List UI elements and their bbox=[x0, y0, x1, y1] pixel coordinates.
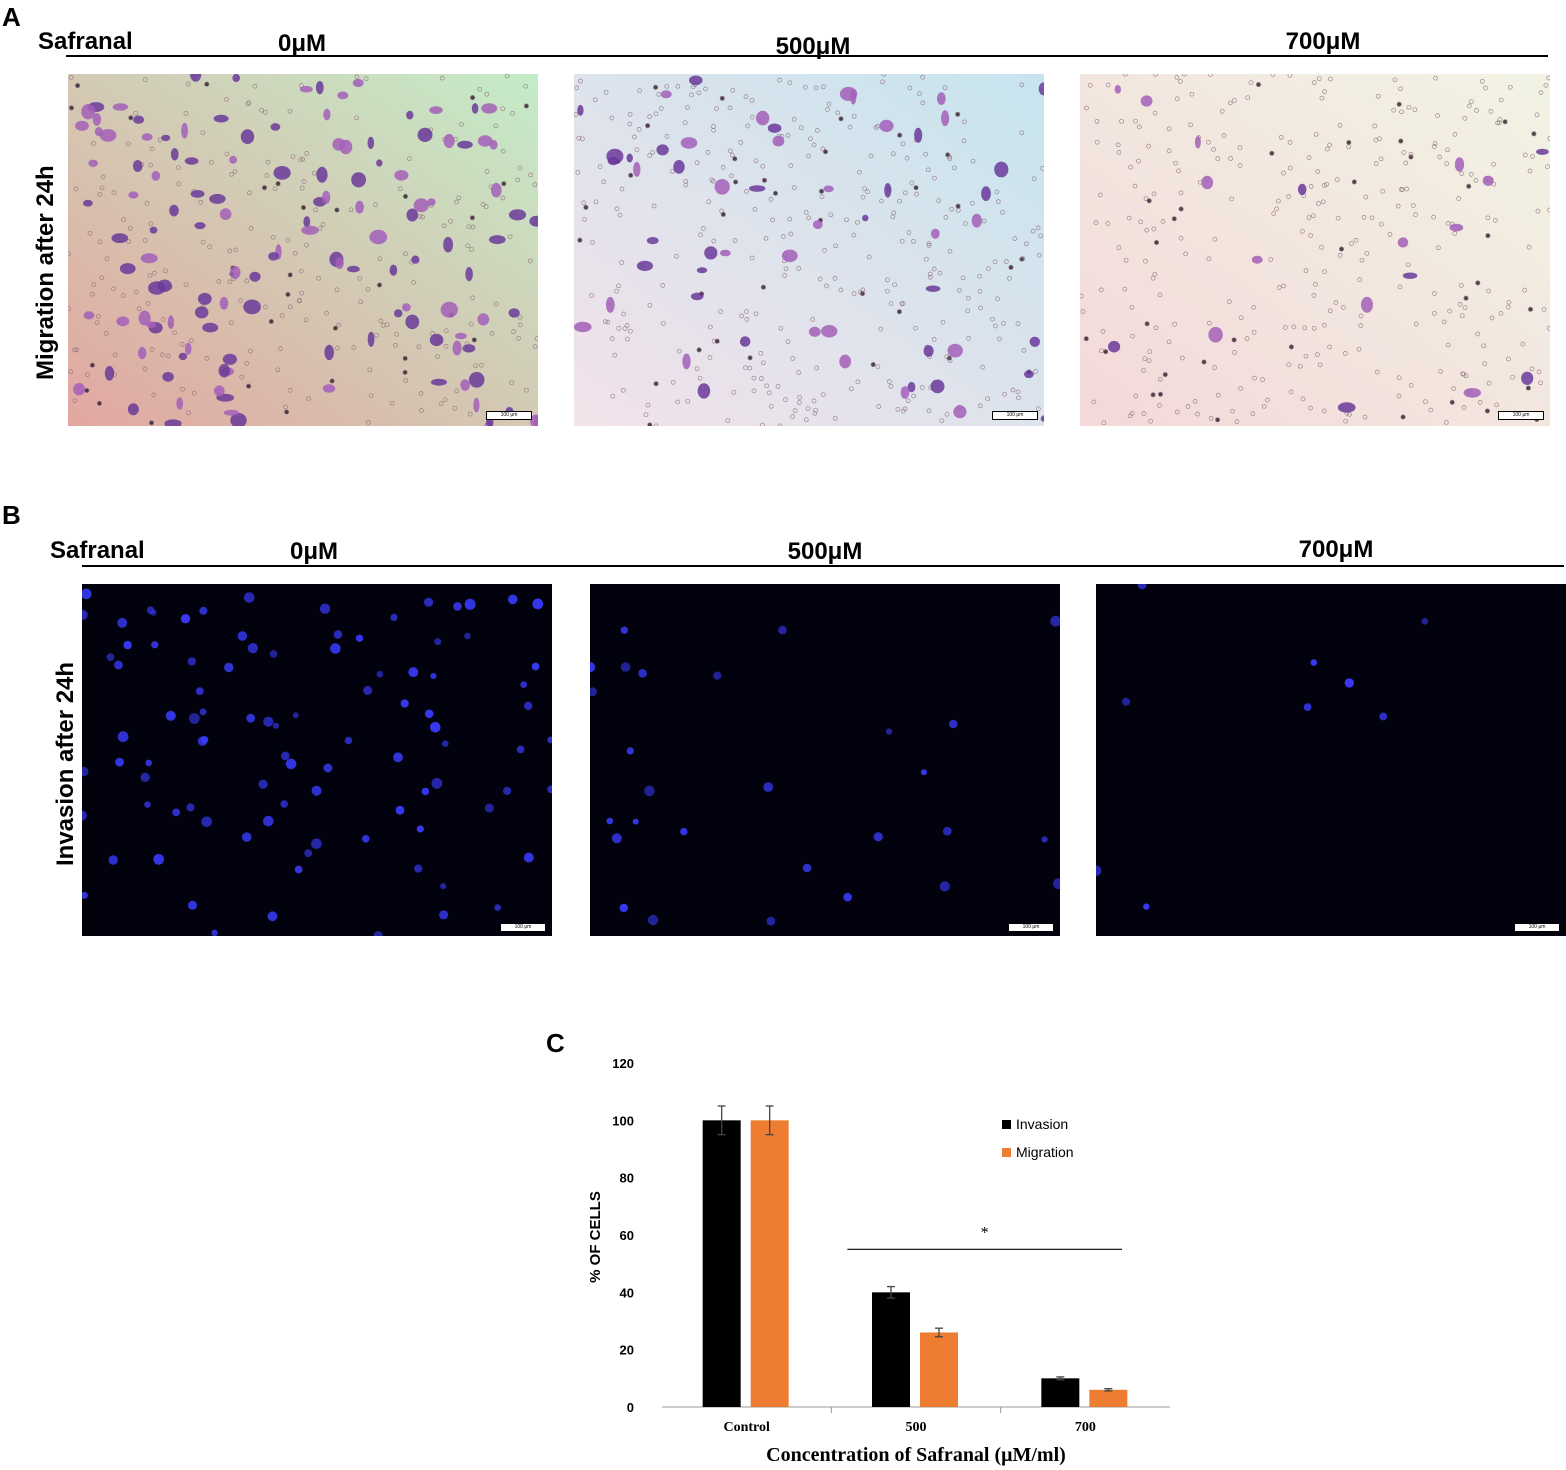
x-tick-label: 500 bbox=[906, 1420, 927, 1435]
scale-bar: 100 μm bbox=[992, 411, 1038, 420]
panel-a-treatment-label: Safranal bbox=[38, 28, 133, 55]
invasion-image-0um: 100 μm bbox=[82, 584, 552, 936]
legend-label-invasion: Invasion bbox=[1016, 1116, 1069, 1132]
scale-bar: 100 μm bbox=[1514, 923, 1560, 932]
y-axis-label: % OF CELLS bbox=[587, 1191, 604, 1283]
panel-b-conc-0: 0μM bbox=[289, 538, 339, 565]
bar-migration-700 bbox=[1089, 1389, 1128, 1407]
bar-invasion-control bbox=[702, 1120, 741, 1407]
panel-b-conc-700: 700μM bbox=[1298, 536, 1374, 563]
panel-a-conc-700: 700μM bbox=[1285, 28, 1361, 55]
panel-b-treatment-label: Safranal bbox=[50, 537, 145, 564]
y-tick-label: 80 bbox=[620, 1171, 634, 1186]
significance-star: * bbox=[981, 1224, 989, 1241]
panel-b-divider bbox=[82, 565, 1564, 567]
bar-chart: % OF CELLS 0 20 40 60 80 100 120 Control 500 700 Co… bbox=[587, 1056, 1170, 1466]
chart-legend: Invasion Migration bbox=[1002, 1116, 1074, 1160]
x-tick-label: Control bbox=[723, 1420, 770, 1435]
legend-swatch-migration bbox=[1002, 1147, 1011, 1157]
y-tick-label: 0 bbox=[627, 1400, 634, 1415]
bar-invasion-700 bbox=[1041, 1378, 1080, 1407]
scale-bar: 100 μm bbox=[486, 411, 532, 420]
legend-label-migration: Migration bbox=[1016, 1144, 1074, 1160]
invasion-image-700um: 100 μm bbox=[1096, 584, 1566, 936]
scale-bar: 100 μm bbox=[500, 923, 546, 932]
panel-c-letter: C bbox=[546, 1028, 565, 1058]
x-tick-label: 700 bbox=[1075, 1420, 1096, 1435]
panel-a-divider bbox=[66, 55, 1548, 57]
panel-b-letter: B bbox=[2, 500, 21, 530]
legend-item-invasion: Invasion bbox=[1002, 1116, 1074, 1132]
migration-image-0um: 100 μm bbox=[68, 74, 538, 426]
panel-a-letter: A bbox=[2, 2, 21, 32]
panel-b-conc-500: 500μM bbox=[787, 538, 863, 565]
legend-item-migration: Migration bbox=[1002, 1144, 1074, 1160]
scale-bar: 100 μm bbox=[1008, 923, 1054, 932]
panel-a-row-label: Migration after 24h bbox=[32, 165, 59, 380]
y-tick-label: 100 bbox=[612, 1113, 634, 1128]
y-tick-label: 60 bbox=[620, 1228, 634, 1243]
y-tick-label: 40 bbox=[620, 1285, 634, 1300]
migration-image-500um: 100 μm bbox=[574, 74, 1044, 426]
bar-invasion-500 bbox=[872, 1292, 910, 1407]
y-tick-label: 20 bbox=[620, 1343, 634, 1358]
x-axis-label: Concentration of Safranal (μM/ml) bbox=[766, 1444, 1066, 1466]
y-tick-label: 120 bbox=[612, 1056, 634, 1071]
migration-image-700um: 100 μm bbox=[1080, 74, 1550, 426]
panel-b-row-label: Invasion after 24h bbox=[52, 661, 79, 866]
scale-bar: 100 μm bbox=[1498, 411, 1544, 420]
panel-a-conc-0: 0μM bbox=[277, 30, 327, 57]
bar-migration-control bbox=[750, 1120, 789, 1407]
legend-swatch-invasion bbox=[1002, 1119, 1011, 1129]
invasion-image-500um: 100 μm bbox=[590, 584, 1060, 936]
bar-migration-500 bbox=[920, 1332, 958, 1407]
